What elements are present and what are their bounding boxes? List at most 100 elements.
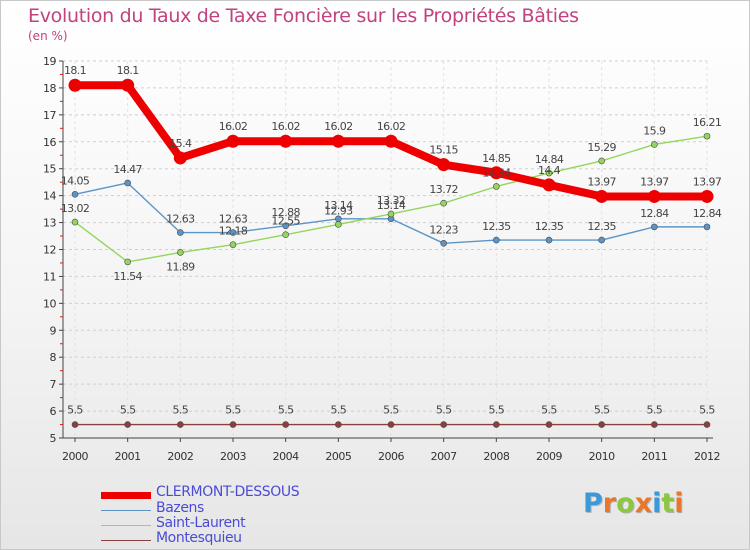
data-label: 5.5 <box>225 404 241 417</box>
data-label: 18.1 <box>64 64 86 77</box>
y-tick-label: 17 <box>43 109 56 122</box>
data-label: 12.23 <box>429 223 458 236</box>
data-point <box>229 241 237 248</box>
y-tick-label: 14 <box>43 190 56 203</box>
data-point <box>335 421 342 428</box>
data-label: 5.5 <box>330 404 346 417</box>
data-point <box>387 421 395 428</box>
legend-label: CLERMONT-DESSOUS <box>156 484 300 500</box>
data-label: 5.5 <box>67 404 83 417</box>
data-label: 16.21 <box>693 116 722 129</box>
data-label: 13.72 <box>429 183 458 196</box>
data-label: 13.14 <box>377 199 406 212</box>
y-tick-label: 8 <box>50 351 57 364</box>
x-tick-label: 2005 <box>325 450 351 463</box>
legend-label: Saint-Laurent <box>156 515 246 531</box>
data-label: 14.05 <box>61 174 90 187</box>
data-label: 16.02 <box>324 120 353 133</box>
data-point <box>335 221 342 228</box>
data-label: 5.5 <box>488 404 504 417</box>
logo-letter: t <box>661 488 675 519</box>
data-point <box>493 421 500 428</box>
logo-letter: P <box>583 488 603 519</box>
data-point <box>177 421 184 428</box>
data-point <box>651 141 658 148</box>
x-tick-label: 2006 <box>378 450 404 463</box>
data-point <box>229 421 237 428</box>
data-label: 12.93 <box>324 204 353 217</box>
data-label: 12.35 <box>482 220 511 233</box>
data-label: 12.88 <box>271 206 300 219</box>
data-point <box>598 236 605 244</box>
x-tick-label: 2000 <box>62 450 88 463</box>
data-label: 18.1 <box>117 64 139 77</box>
data-point <box>384 134 398 148</box>
data-label: 14.47 <box>113 163 142 176</box>
data-label: 13.97 <box>640 175 669 188</box>
data-label: 16.02 <box>219 120 248 133</box>
data-point <box>177 229 184 236</box>
data-point <box>279 134 293 148</box>
x-tick-label: 2011 <box>641 450 667 463</box>
chart-subtitle: (en %) <box>28 29 68 43</box>
data-point <box>703 132 711 140</box>
data-label: 16.02 <box>377 120 406 133</box>
data-label: 14.85 <box>482 152 511 165</box>
y-tick-label: 12 <box>43 244 56 257</box>
data-point <box>124 421 131 428</box>
data-point <box>226 134 240 148</box>
proxiti-logo: Proxiti <box>583 488 684 519</box>
data-label: 12.35 <box>587 220 616 233</box>
logo-letter: i <box>674 488 684 519</box>
x-tick-label: 2010 <box>589 450 615 463</box>
data-point <box>282 222 289 230</box>
data-point <box>71 218 79 226</box>
x-tick-label: 2008 <box>483 450 509 463</box>
data-label: 5.5 <box>646 404 662 417</box>
data-label: 5.5 <box>172 404 188 417</box>
data-label: 11.54 <box>113 270 142 283</box>
data-point <box>545 421 553 428</box>
data-point <box>493 183 500 190</box>
logo-letter: i <box>652 488 662 519</box>
data-label: 5.5 <box>594 404 610 417</box>
logo-letter: x <box>634 488 653 519</box>
y-tick-label: 11 <box>43 270 56 283</box>
legend-swatch <box>101 540 151 541</box>
data-label: 5.5 <box>699 404 715 417</box>
x-tick-label: 2003 <box>220 450 246 463</box>
data-point <box>542 178 556 192</box>
data-point <box>595 189 609 203</box>
data-point <box>173 151 187 165</box>
x-tick-label: 2012 <box>694 450 720 463</box>
data-point <box>440 240 447 247</box>
data-point <box>598 421 605 428</box>
data-label: 13.97 <box>587 175 616 188</box>
data-point <box>331 134 345 148</box>
data-label: 13.97 <box>693 175 722 188</box>
data-point <box>124 179 131 187</box>
logo-letter: r <box>602 488 617 519</box>
y-tick-label: 5 <box>50 432 57 445</box>
data-label: 13.14 <box>324 199 353 212</box>
y-tick-label: 16 <box>43 136 56 149</box>
data-label: 15.9 <box>643 124 666 137</box>
x-tick-label: 2009 <box>536 450 562 463</box>
data-label: 14.84 <box>535 153 564 166</box>
data-label: 5.5 <box>541 404 557 417</box>
legend-label: Montesquieu <box>156 530 242 546</box>
data-point <box>545 236 553 244</box>
data-point <box>282 231 289 238</box>
legend-swatch <box>101 510 151 511</box>
y-tick-label: 9 <box>50 324 57 337</box>
data-label: 5.5 <box>383 404 399 417</box>
legend-swatch <box>101 492 151 499</box>
data-point <box>229 229 237 236</box>
legend-swatch <box>101 525 151 526</box>
data-point <box>71 421 79 428</box>
data-point <box>545 169 553 177</box>
data-point <box>703 421 711 428</box>
data-point <box>282 421 289 428</box>
y-tick-label: 18 <box>43 82 56 95</box>
